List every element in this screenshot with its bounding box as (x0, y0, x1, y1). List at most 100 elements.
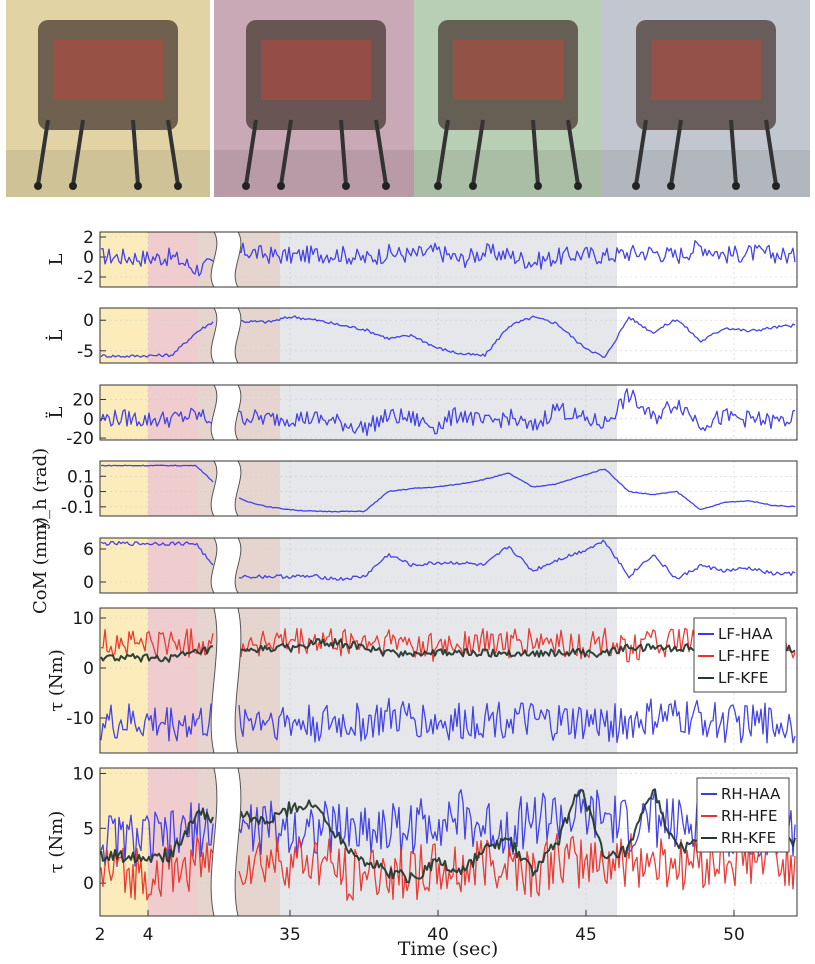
robot-leg (166, 119, 180, 186)
robot-leg (436, 119, 450, 186)
robot-foot (632, 182, 640, 190)
legend: RH-HAA RH-HFE RH-KFE (696, 777, 790, 853)
y-tick-label: 20 (72, 390, 94, 410)
robot-foot (242, 182, 250, 190)
y-axis-label: τ (Nm) (46, 649, 67, 712)
panel-frame (99, 460, 798, 517)
legend-label: LF-HFE (718, 647, 770, 665)
panel-4: 0.10-0.1 y_h (rad) (30, 448, 798, 530)
phase-band (148, 768, 198, 916)
photo-floor (6, 150, 210, 197)
phase-band (280, 768, 617, 916)
robot-electronics (261, 40, 371, 100)
robot-leg (36, 119, 50, 186)
robot-foot (382, 182, 390, 190)
series-line-red (100, 833, 796, 901)
phase-band (100, 538, 148, 593)
robot-foot (434, 182, 442, 190)
robot-foot (277, 182, 285, 190)
robot-leg (669, 119, 683, 186)
series-line-blue (100, 697, 796, 744)
phase-band (100, 461, 148, 516)
y-tick-label: -20 (66, 429, 94, 449)
robot-leg (634, 119, 648, 186)
y-tick-label: 0 (83, 573, 94, 593)
robot-foot (69, 182, 77, 190)
x-tick-label: 45 (575, 925, 597, 945)
robot-leg (131, 119, 140, 186)
panel-2: 0 -5 L̇ (45, 307, 798, 364)
x-tick-label: 40 (427, 925, 449, 945)
robot-foot (469, 182, 477, 190)
y-tick-label: 2 (83, 228, 94, 248)
y-axis-label: L (46, 253, 67, 265)
photo-floor (602, 150, 810, 197)
series-line-blue (100, 315, 796, 358)
phase-band (100, 232, 148, 287)
robot-foot (667, 182, 675, 190)
panel-6: 10 0 -10τ (Nm) LF-HAA LF-HFE LF-KFE (46, 607, 798, 754)
y-tick-label: 0 (83, 248, 94, 268)
phase-band (148, 308, 198, 363)
y-axis-label: L̇ (45, 329, 67, 341)
photo-floor (414, 150, 602, 197)
y-tick-label: 6 (83, 540, 94, 560)
series-line-blue (100, 539, 796, 581)
robot-leg (71, 119, 85, 186)
phase-band (280, 308, 617, 363)
legend-label: RH-HAA (721, 785, 781, 803)
panel-frame (99, 384, 798, 441)
x-tick-label: 2 (95, 925, 106, 945)
phase-band (148, 232, 198, 287)
robot-foot (574, 182, 582, 190)
robot-leg (566, 119, 580, 186)
robot-leg (531, 119, 540, 186)
panel-3: 200-20 L̈ (45, 384, 798, 449)
panel-1: 20-2 L (46, 228, 798, 288)
y-tick-label: 0 (83, 483, 94, 503)
panel-frame (99, 767, 798, 917)
y-tick-label: -5 (77, 342, 94, 362)
robot-foot (34, 182, 42, 190)
legend-label: RH-KFE (721, 829, 776, 847)
y-tick-label: 0 (83, 311, 94, 331)
legend: LF-HAA LF-HFE LF-KFE (693, 617, 787, 693)
y-axis-label: y_h (rad) (30, 448, 51, 530)
robot-foot (732, 182, 740, 190)
phase-band (148, 538, 198, 593)
phase-band (280, 538, 617, 593)
robot-electronics (651, 40, 761, 100)
y-tick-label: -10 (66, 709, 94, 729)
x-axis: 2 4 35 40 45 50 Time (sec) (95, 910, 745, 960)
x-tick-label: 35 (279, 925, 301, 945)
series-line-blue (100, 240, 796, 277)
y-tick-label: 5 (83, 819, 94, 839)
panel-5: 6 0 CoM (mm) (30, 517, 798, 614)
y-axis-label: τ (Nm) (46, 811, 67, 874)
y-axis-label: L̈ (45, 406, 67, 418)
robot-foot (534, 182, 542, 190)
y-tick-label: 0.1 (67, 467, 94, 487)
robot-foot (772, 182, 780, 190)
x-tick-label: 4 (143, 925, 154, 945)
y-tick-label: 10 (72, 764, 94, 784)
photo-floor (214, 150, 418, 197)
robot-electronics (53, 40, 163, 100)
y-tick-label: 0 (83, 659, 94, 679)
robot-leg (244, 119, 258, 186)
y-tick-label: 0 (83, 874, 94, 894)
panel-frame (99, 537, 798, 594)
robot-photo-2 (214, 0, 418, 197)
robot-foot (174, 182, 182, 190)
robot-photo-3 (414, 0, 602, 197)
y-tick-label: 10 (72, 609, 94, 629)
robot-leg (729, 119, 738, 186)
panel-7: 10 5 0 τ (Nm) RH-HAA RH-HFE RH-KFE (46, 764, 798, 917)
panel-frame (99, 231, 798, 288)
robot-photo-4 (602, 0, 810, 197)
phase-band (100, 385, 148, 440)
robot-electronics (453, 40, 563, 100)
series-line-blue (100, 464, 796, 513)
robot-foot (134, 182, 142, 190)
